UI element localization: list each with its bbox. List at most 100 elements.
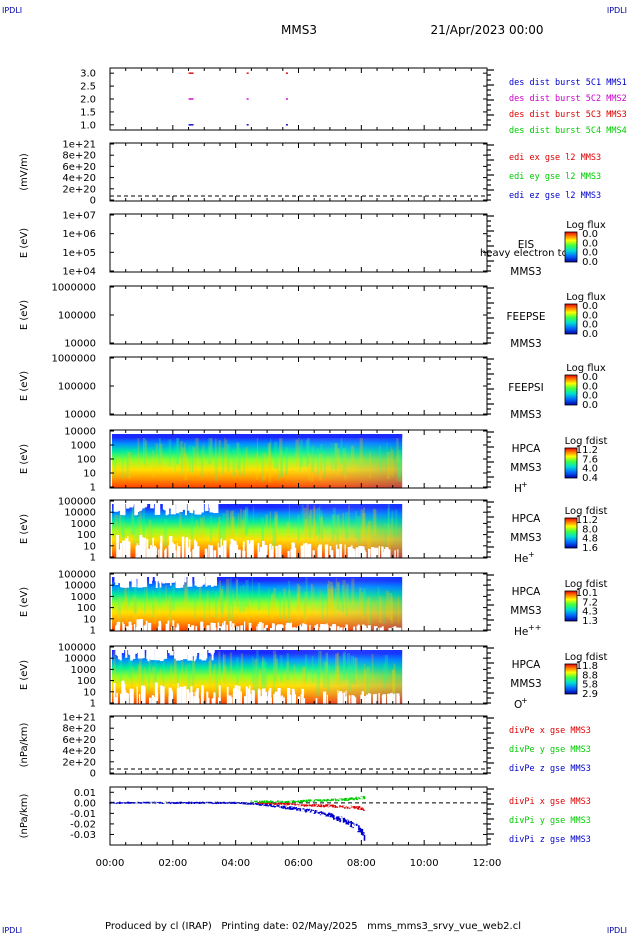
spectrogram-streak xyxy=(318,514,321,542)
y-tick-label: 1.0 xyxy=(80,120,96,131)
spectrogram-streak xyxy=(286,652,289,680)
empty-bin xyxy=(397,549,399,558)
spectrogram-streak xyxy=(219,520,223,548)
empty-bin xyxy=(336,549,338,558)
spectrogram-top-band xyxy=(112,434,403,438)
spectrogram-streak xyxy=(347,652,351,680)
empty-bin xyxy=(132,577,138,579)
spectrogram-streak xyxy=(143,437,146,465)
colorbar-tick-label: 0.0 xyxy=(582,310,598,321)
empty-bin xyxy=(141,504,145,509)
spectrogram-streak xyxy=(174,653,176,681)
y-tick-label: 100 xyxy=(77,530,96,541)
empty-bin xyxy=(260,548,264,558)
spectrogram-streak xyxy=(395,509,398,537)
empty-bin xyxy=(276,626,279,631)
y-tick-label: 6e+20 xyxy=(62,162,96,173)
spectrogram-streak xyxy=(143,666,146,694)
spectrogram-streak xyxy=(245,506,249,534)
spectrogram-streak xyxy=(131,659,133,687)
spectrogram-streak xyxy=(196,434,199,462)
spectrogram-streak xyxy=(326,664,330,692)
empty-bin xyxy=(200,692,203,704)
empty-bin xyxy=(388,693,392,704)
y-tick-label: 0 xyxy=(90,196,96,207)
spectrogram-streak xyxy=(239,586,242,614)
spectrogram-streak xyxy=(386,451,391,479)
spectrogram-streak xyxy=(178,507,182,535)
y-tick-label: 1e+21 xyxy=(62,140,96,151)
spectrogram-streak xyxy=(226,444,231,472)
spectrogram-streak xyxy=(138,504,142,532)
panel-data-burst xyxy=(188,72,288,126)
empty-bin xyxy=(378,693,380,704)
spectrogram-streak xyxy=(127,451,132,479)
corner-logo-top-right: IPDLI xyxy=(607,6,627,15)
empty-bin xyxy=(128,504,134,508)
empty-bin xyxy=(217,622,220,631)
empty-bin xyxy=(134,504,137,514)
y-tick-label: 100 xyxy=(77,676,96,687)
spectrogram-streak xyxy=(174,445,176,473)
spectrogram-streak xyxy=(394,671,396,699)
empty-bin xyxy=(223,540,227,558)
spectrogram-streak xyxy=(212,669,215,697)
y-axis-label: E (eV) xyxy=(19,587,30,617)
y-tick-label: 10 xyxy=(83,541,96,552)
y-tick-label: 4e+20 xyxy=(62,746,96,757)
spectrogram-streak xyxy=(302,667,306,695)
empty-bin xyxy=(356,625,360,631)
empty-bin xyxy=(162,686,165,704)
spectrogram-streak xyxy=(377,587,380,615)
y-tick-label: 8e+20 xyxy=(62,151,96,162)
empty-bin xyxy=(171,577,176,583)
spectrogram-streak xyxy=(397,450,402,478)
y-tick-label: 1.5 xyxy=(80,107,96,118)
y-tick-label: 2.5 xyxy=(80,82,96,93)
spacecraft-label: MMS3 xyxy=(510,266,541,278)
spectrogram-streak xyxy=(136,517,140,545)
colorbar-tick-label: 0.0 xyxy=(582,248,598,259)
spectrogram-streak xyxy=(200,449,203,477)
legend-entry: edi ex gse l2 MMS3 xyxy=(509,153,601,163)
empty-bin xyxy=(115,504,121,511)
y-tick-label: 0 xyxy=(90,769,96,780)
spectrogram-streak xyxy=(256,650,259,678)
empty-bin xyxy=(168,695,172,704)
y-tick-label: 3.0 xyxy=(80,69,96,80)
empty-bin xyxy=(162,577,166,584)
spectrogram-streak xyxy=(324,662,328,690)
spectrogram-streak xyxy=(236,443,240,471)
instrument-label: FEEPSI xyxy=(508,382,543,394)
empty-bin xyxy=(259,622,262,631)
spectrogram-streak xyxy=(114,451,116,479)
spectrogram-streak xyxy=(142,435,145,463)
species-label: O xyxy=(514,699,522,711)
empty-bin xyxy=(220,627,224,631)
spectrogram-streak xyxy=(293,664,296,692)
spectrogram-streak xyxy=(296,583,300,611)
empty-bin xyxy=(178,504,183,512)
spectrogram-streak xyxy=(226,578,230,606)
empty-bin xyxy=(387,548,389,558)
spectrogram-streak xyxy=(138,665,141,693)
spectrogram-streak xyxy=(286,521,290,549)
spectrogram-streak xyxy=(193,447,196,475)
empty-bin xyxy=(361,624,365,631)
spectrogram-streak xyxy=(307,453,310,481)
empty-bin xyxy=(249,627,251,631)
empty-bin xyxy=(367,625,371,631)
series-line xyxy=(250,795,366,804)
empty-bin xyxy=(237,689,241,704)
empty-bin xyxy=(159,577,162,582)
spectrogram-streak xyxy=(279,450,283,478)
spacecraft-label: MMS3 xyxy=(510,532,541,544)
empty-bin xyxy=(189,627,193,631)
empty-bin xyxy=(121,504,124,510)
empty-bin xyxy=(211,650,214,661)
empty-bin xyxy=(187,650,193,661)
spectrogram-streak xyxy=(396,454,399,482)
legend-entry: divPe y gse MMS3 xyxy=(509,745,591,755)
spectrogram-streak xyxy=(271,594,273,622)
